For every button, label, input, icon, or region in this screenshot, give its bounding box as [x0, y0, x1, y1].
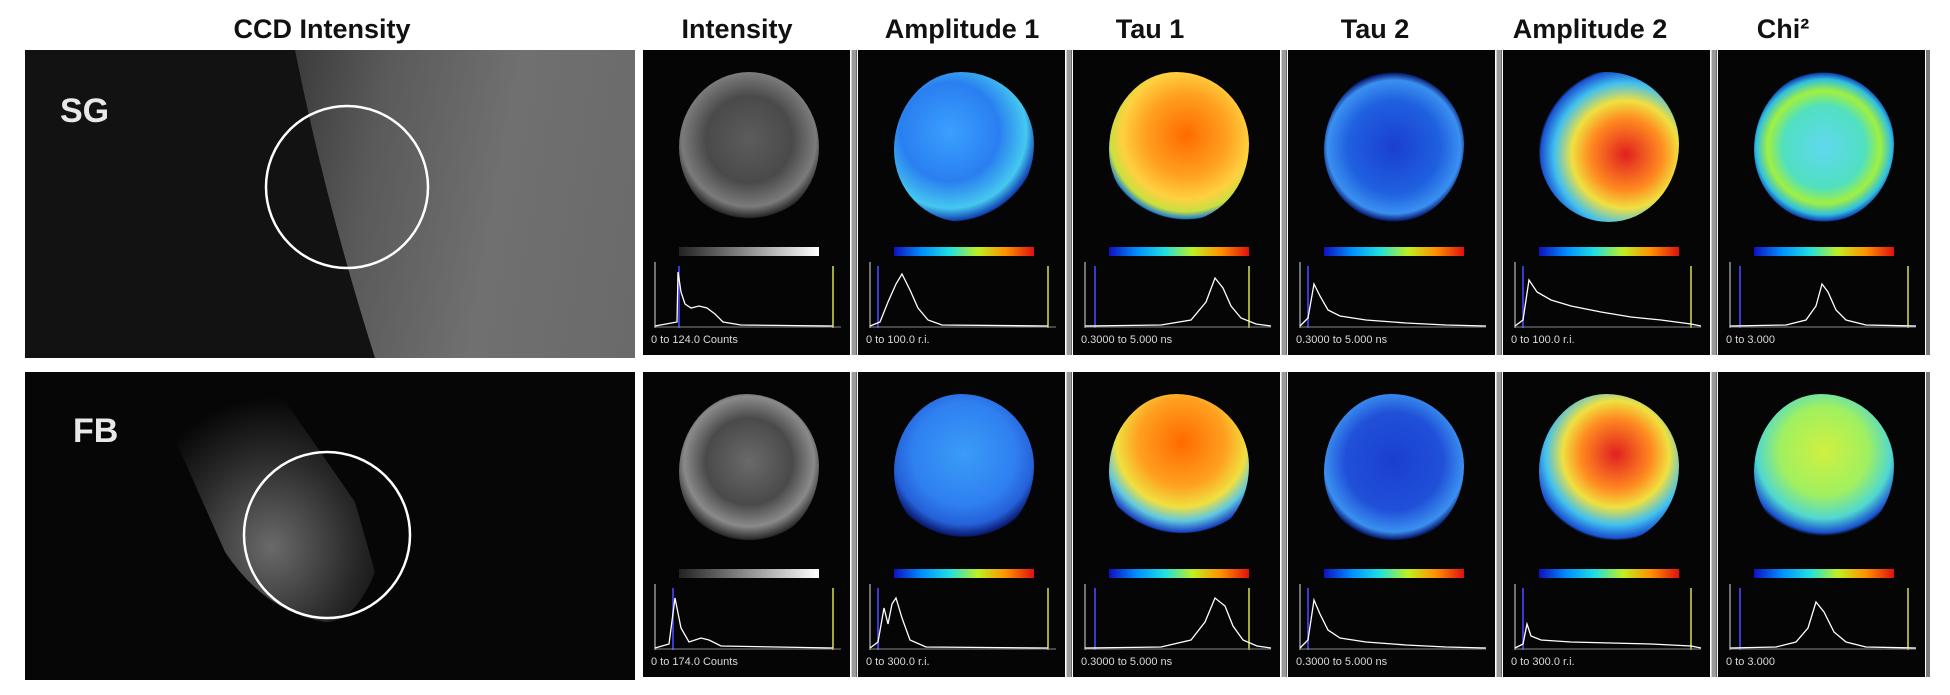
header-intensity: Intensity: [681, 14, 793, 44]
ccd-overlay-sg: [25, 50, 430, 358]
tile-tau-2-sg: 0.3000 to 5.000 ns: [1288, 50, 1495, 355]
histogram: [1084, 262, 1272, 328]
ccd-dark-region: [25, 50, 375, 358]
histogram: [654, 262, 841, 328]
header-chi-squared: Chi²: [1756, 14, 1810, 44]
panel-separator: [851, 50, 857, 355]
range-label: 0.3000 to 5.000 ns: [1081, 656, 1173, 668]
colorbar-jet: [894, 569, 1034, 578]
panel-separator: [1281, 372, 1287, 677]
histogram: [1729, 262, 1917, 328]
row-label-sg: SG: [60, 92, 110, 130]
tau-2-map: [1324, 394, 1464, 544]
histogram: [1299, 584, 1487, 650]
roi-circle: [264, 104, 430, 270]
range-label: 0.3000 to 5.000 ns: [1081, 334, 1173, 346]
range-label: 0 to 124.0 Counts: [651, 334, 738, 346]
header-tau-1: Tau 1: [1115, 14, 1185, 44]
header-ccd-intensity: CCD Intensity: [233, 14, 411, 44]
panel-separator: [1281, 50, 1287, 355]
header-amplitude-2: Amplitude 2: [1512, 14, 1668, 44]
histogram: [869, 584, 1056, 650]
tile-amplitude-1-sg: 0 to 100.0 r.i.: [858, 50, 1065, 355]
tile-tau-1-sg: 0.3000 to 5.000 ns: [1073, 50, 1280, 355]
colorbar-jet: [1324, 569, 1464, 578]
panel-separator: [1496, 50, 1502, 355]
colorbar-gray: [679, 569, 819, 578]
tile-intensity-fb: 0 to 174.0 Counts: [643, 372, 850, 677]
histogram: [1299, 262, 1487, 328]
header-amplitude-1: Amplitude 1: [884, 14, 1040, 44]
range-label: 0.3000 to 5.000 ns: [1296, 334, 1388, 346]
histogram: [654, 584, 841, 650]
colorbar-jet: [1754, 569, 1894, 578]
histogram: [1514, 262, 1702, 328]
colorbar-gray: [679, 247, 819, 256]
histogram: [1084, 584, 1272, 650]
row-label-fb: FB: [73, 412, 119, 450]
chi-squared-map: [1754, 72, 1894, 222]
range-label: 0 to 174.0 Counts: [651, 656, 738, 668]
panel-separator: [851, 372, 857, 677]
range-label: 0 to 300.0 r.i.: [1511, 656, 1575, 668]
intensity-map: [679, 72, 819, 222]
tau-2-map: [1324, 72, 1464, 222]
ccd-image-fb: FB: [25, 372, 635, 680]
panel-right-edge: [1926, 50, 1930, 355]
panel-separator: [1066, 50, 1072, 355]
panel-separator: [1066, 372, 1072, 677]
amplitude-1-map: [894, 72, 1034, 222]
amplitude-2-map: [1539, 394, 1679, 544]
tile-tau-2-fb: 0.3000 to 5.000 ns: [1288, 372, 1495, 677]
panel-separator: [1711, 50, 1717, 355]
tile-tau-1-fb: 0.3000 to 5.000 ns: [1073, 372, 1280, 677]
colorbar-jet: [1324, 247, 1464, 256]
header-tau-2: Tau 2: [1340, 14, 1410, 44]
range-label: 0 to 100.0 r.i.: [866, 334, 930, 346]
panel-right-edge: [1926, 372, 1930, 677]
intensity-map: [679, 394, 819, 544]
ccd-overlay-fb: [145, 372, 412, 622]
roi-circle: [242, 450, 412, 620]
tile-amplitude-2-sg: 0 to 100.0 r.i.: [1503, 50, 1710, 355]
tile-intensity-sg: 0 to 124.0 Counts: [643, 50, 850, 355]
tau-1-map: [1109, 394, 1249, 544]
colorbar-jet: [1754, 247, 1894, 256]
histogram: [1729, 584, 1917, 650]
colorbar-jet: [894, 247, 1034, 256]
tile-amplitude-1-fb: 0 to 300.0 r.i.: [858, 372, 1065, 677]
colorbar-jet: [1539, 247, 1679, 256]
histogram: [1514, 584, 1702, 650]
tile-chi-squared-fb: 0 to 3.000: [1718, 372, 1925, 677]
ccd-image-sg: SG: [25, 50, 635, 358]
tile-amplitude-2-fb: 0 to 300.0 r.i.: [1503, 372, 1710, 677]
panel-separator: [1711, 372, 1717, 677]
panel-separator: [1496, 372, 1502, 677]
tile-chi-squared-sg: 0 to 3.000: [1718, 50, 1925, 355]
tau-1-map: [1109, 72, 1249, 222]
ccd-fiber-glow: [145, 372, 375, 622]
range-label: 0 to 3.000: [1726, 334, 1775, 346]
histogram: [869, 262, 1056, 328]
colorbar-jet: [1539, 569, 1679, 578]
amplitude-2-map: [1539, 72, 1679, 222]
range-label: 0.3000 to 5.000 ns: [1296, 656, 1388, 668]
range-label: 0 to 100.0 r.i.: [1511, 334, 1575, 346]
colorbar-jet: [1109, 569, 1249, 578]
range-label: 0 to 3.000: [1726, 656, 1775, 668]
range-label: 0 to 300.0 r.i.: [866, 656, 930, 668]
chi-squared-map: [1754, 394, 1894, 544]
colorbar-jet: [1109, 247, 1249, 256]
amplitude-1-map: [894, 394, 1034, 544]
